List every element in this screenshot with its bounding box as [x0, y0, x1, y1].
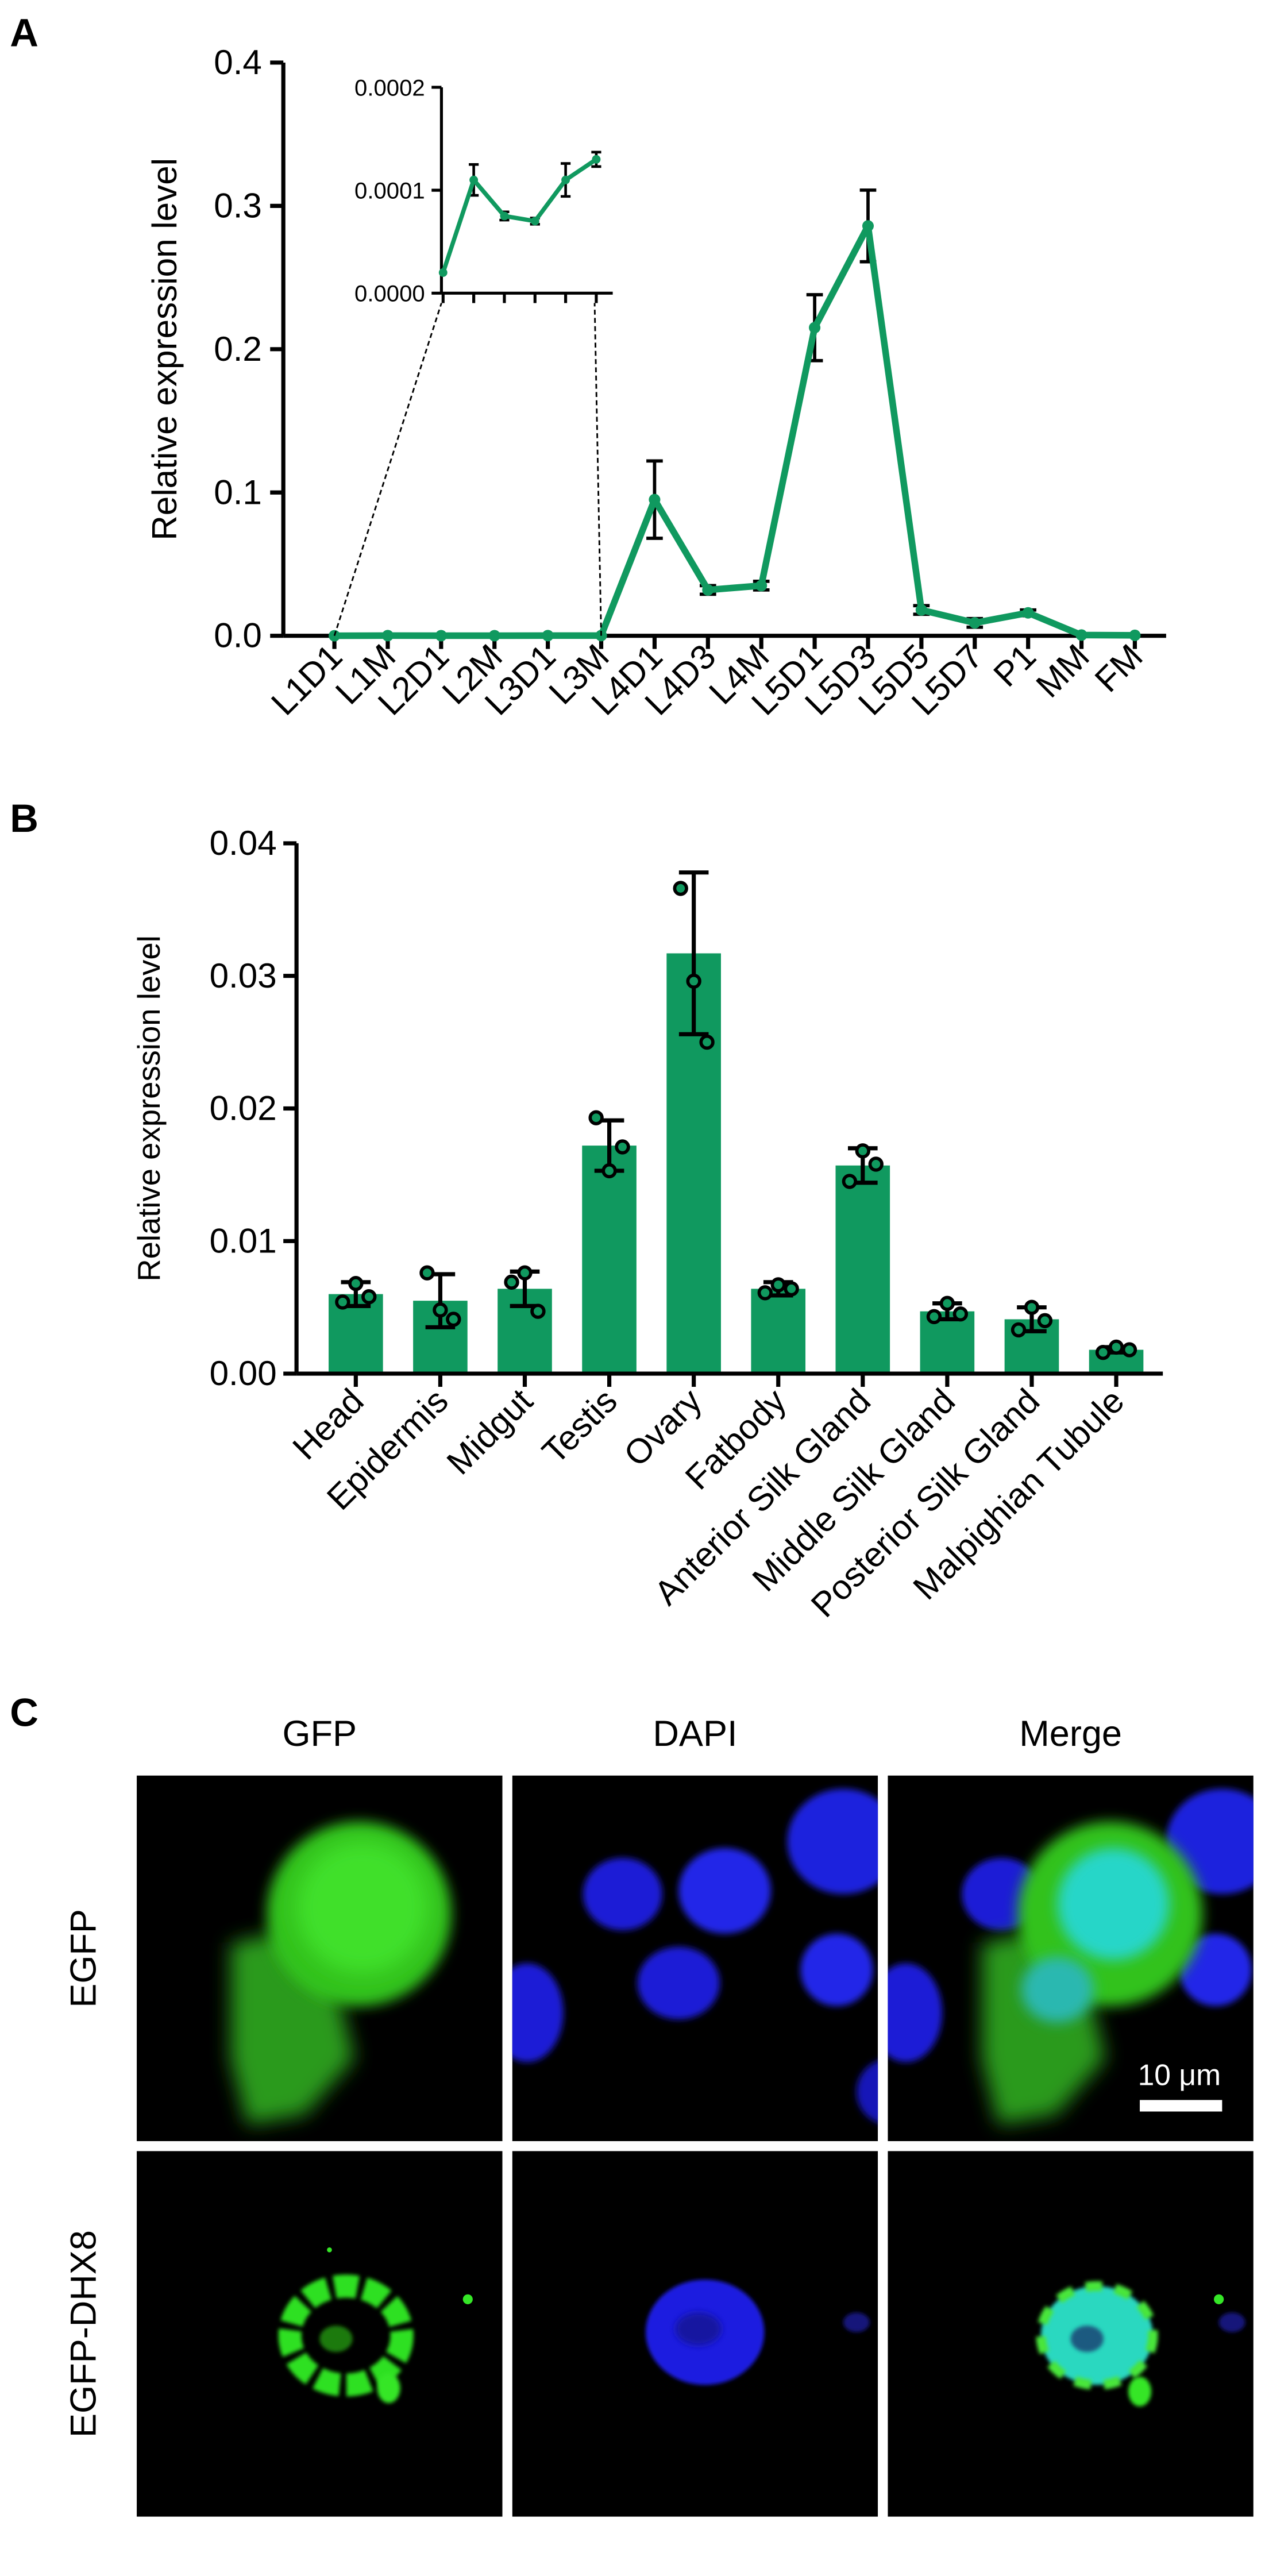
b-replicate-point [1011, 1322, 1027, 1338]
a-data-point [1075, 629, 1087, 641]
col-title-dapi: DAPI [653, 1714, 737, 1754]
b-ytick-label: 0.00 [210, 1354, 277, 1393]
b-replicate-point [952, 1306, 969, 1322]
a-data-point [542, 630, 554, 642]
inset-connector-left [333, 303, 442, 637]
microscopy-panel: GFP DAPI Merge EGFP EGFP-DHX8 [63, 1714, 1254, 2517]
image-egfp-dapi [512, 1775, 878, 2142]
inset-ytick-label: 0.0000 [354, 281, 425, 307]
a-ytick-label: 0.3 [214, 186, 262, 225]
b-replicate-point [588, 1110, 604, 1125]
b-replicate-point [348, 1275, 364, 1291]
b-bar [835, 1165, 890, 1374]
inset-data-point [500, 211, 509, 221]
b-replicate-point [757, 1285, 773, 1301]
image-egfp-dhx8-dapi [512, 2151, 878, 2517]
a-xtick-label: FM [1087, 637, 1150, 700]
b-replicate-point [939, 1295, 955, 1311]
b-replicate-point [784, 1281, 799, 1297]
inset-data-point [438, 268, 448, 277]
a-y-axis-label: Relative expression level [145, 158, 184, 541]
inset-data-point [469, 175, 479, 184]
b-ytick-label: 0.01 [210, 1221, 277, 1260]
inset-ytick-label: 0.0001 [354, 178, 425, 203]
a-data-point [649, 493, 661, 506]
a-ytick-label: 0.1 [214, 473, 262, 511]
b-replicate-point [1037, 1313, 1053, 1328]
inset-data-point [530, 217, 539, 226]
a-data-point [435, 630, 447, 642]
a-data-point [1129, 629, 1141, 641]
scale-bar-label: 10 μm [1138, 2058, 1221, 2092]
b-replicate-point [1121, 1342, 1137, 1358]
panel-label-a: A [10, 10, 38, 55]
b-xtick-label: Testis [535, 1382, 624, 1471]
inset-data-point [592, 155, 601, 164]
b-replicate-point [926, 1309, 942, 1325]
a-series-line [334, 222, 1135, 639]
b-replicate-point [517, 1265, 533, 1281]
b-replicate-point [868, 1156, 884, 1172]
b-replicate-point [419, 1265, 435, 1281]
b-ytick-label: 0.04 [210, 824, 277, 862]
a-ytick-label: 0.4 [214, 43, 262, 82]
b-ytick-label: 0.03 [210, 957, 277, 995]
a-data-point [915, 604, 927, 616]
b-xtick-label: Midgut [439, 1381, 540, 1482]
b-replicate-point [842, 1174, 858, 1189]
a-data-point [1022, 607, 1034, 619]
inset-series-line [441, 157, 598, 273]
image-egfp-merge: 10 μm [888, 1775, 1254, 2142]
b-replicate-point [504, 1274, 519, 1290]
panel-label-c: C [10, 1691, 38, 1735]
a-data-point [969, 617, 981, 629]
b-replicate-point [686, 973, 701, 989]
b-bar [751, 1289, 806, 1374]
inset-connector-right [593, 303, 602, 636]
a-data-point [381, 630, 394, 642]
b-y-axis-label: Relative expression level [132, 935, 167, 1281]
b-replicate-point [433, 1302, 448, 1318]
b-replicate-point [1095, 1344, 1111, 1360]
inset-ytick-label: 0.0002 [354, 75, 425, 101]
a-ytick-label: 0.0 [214, 616, 262, 655]
scale-bar [1140, 2100, 1222, 2112]
a-data-point [488, 630, 500, 642]
a-data-point [862, 220, 874, 232]
col-title-merge: Merge [1019, 1714, 1122, 1754]
b-ytick-label: 0.02 [210, 1089, 277, 1128]
b-replicate-point [530, 1304, 546, 1319]
b-replicate-point [1108, 1339, 1124, 1355]
b-replicate-point [699, 1034, 715, 1050]
a-data-point [702, 584, 714, 596]
image-egfp-dhx8-merge [888, 2151, 1254, 2517]
panel-label-b: B [10, 796, 38, 840]
chart-b-bar: 0.00 0.01 0.02 0.03 0.04 Relative expression … [132, 824, 1163, 1625]
a-ytick-label: 0.2 [214, 330, 262, 368]
a-xtick-label: MM [1029, 637, 1097, 705]
a-data-point [809, 322, 821, 334]
b-replicate-point [615, 1139, 630, 1155]
image-egfp-gfp [137, 1775, 503, 2142]
col-title-gfp: GFP [282, 1714, 357, 1754]
b-replicate-point [601, 1163, 617, 1179]
b-bar [582, 1146, 637, 1374]
row-title-egfp: EGFP [63, 1909, 103, 2008]
b-replicate-point [855, 1143, 870, 1159]
b-replicate-point [446, 1312, 461, 1327]
b-replicate-point [361, 1289, 377, 1305]
a-data-point [755, 580, 768, 592]
b-replicate-point [1024, 1299, 1040, 1315]
b-replicate-point [673, 881, 688, 896]
chart-a-line: 0.0 0.1 0.2 0.3 0.4 Relative expression level… [145, 43, 1166, 723]
a-xtick-label: P1 [986, 637, 1043, 694]
b-replicate-point [335, 1294, 350, 1310]
inset-data-point [561, 175, 570, 184]
b-replicate-point [770, 1277, 786, 1293]
row-title-egfp-dhx8: EGFP-DHX8 [63, 2230, 103, 2438]
image-egfp-dhx8-gfp [137, 2151, 503, 2517]
